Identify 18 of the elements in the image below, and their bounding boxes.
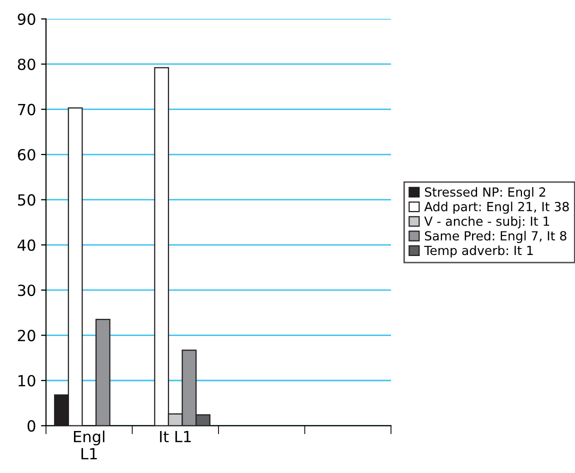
- x-tick-label: Engl L1: [74, 430, 104, 460]
- y-tick-label: 90: [18, 13, 36, 25]
- y-tick-label: 80: [18, 58, 36, 70]
- y-tick-label: 40: [18, 239, 36, 251]
- y-tick-label: 10: [18, 374, 36, 387]
- legend-label: V - anche - subj: It 1: [424, 216, 550, 228]
- y-tick-label: 60: [18, 148, 36, 161]
- legend-label: Same Pred: Engl 7, It 8: [424, 230, 566, 243]
- x-tick-label: It L1: [160, 431, 191, 442]
- legend-label: Add part: Engl 21, It 38: [424, 202, 569, 214]
- y-tick-label: 50: [18, 194, 36, 206]
- y-tick-label: 30: [18, 284, 36, 296]
- bar: [95, 318, 110, 426]
- legend-label: Temp adverb: It 1: [424, 245, 533, 258]
- legend-label: Stressed NP: Engl 2: [424, 187, 546, 200]
- y-tick-label: 20: [18, 330, 36, 342]
- y-tick-label: 0: [28, 420, 36, 432]
- y-tick-label: 70: [18, 104, 36, 116]
